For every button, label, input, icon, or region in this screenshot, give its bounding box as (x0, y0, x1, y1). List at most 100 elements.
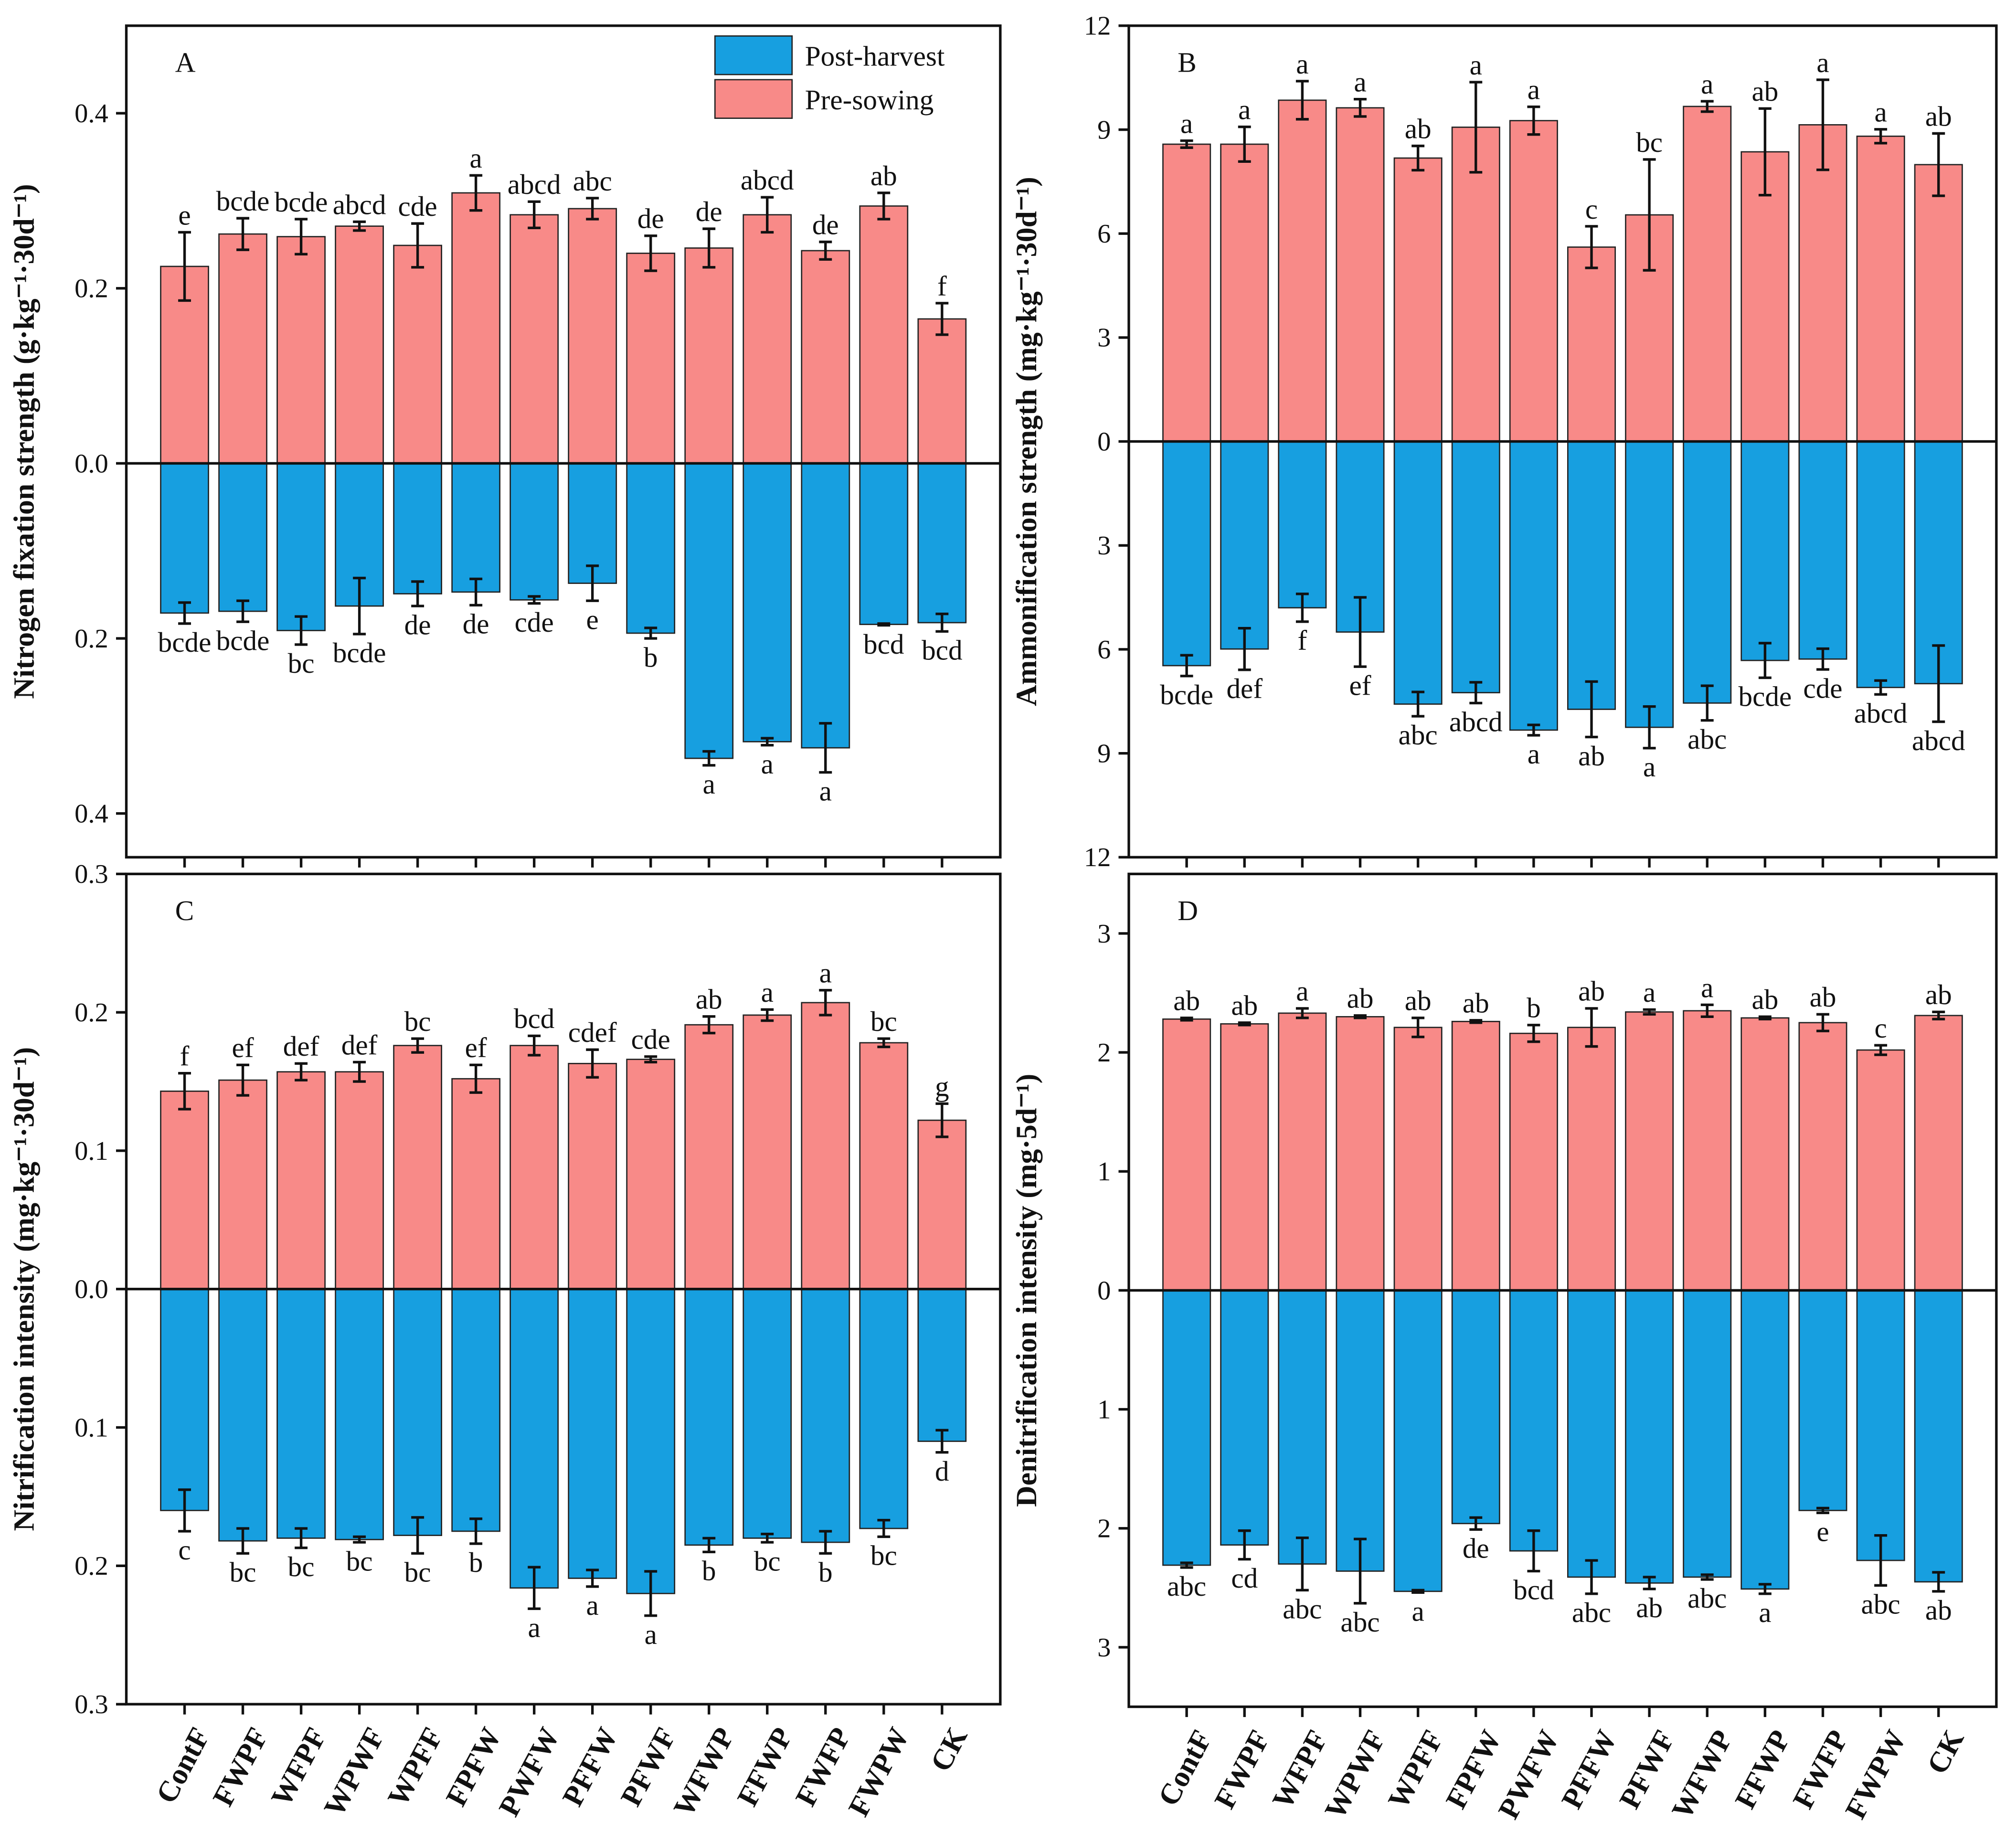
significance-letter: bcde (333, 637, 386, 668)
y-tick-label: 0.0 (74, 1275, 108, 1304)
bar (393, 1288, 443, 1536)
error-bar (1643, 1008, 1656, 1016)
error-bar (1411, 690, 1425, 718)
significance-letter: ab (1405, 985, 1432, 1017)
significance-letter: a (1701, 972, 1713, 1003)
error-bar (819, 989, 832, 1017)
y-tick-label: 0.2 (74, 1551, 108, 1581)
error-bar (1643, 1576, 1656, 1590)
legend-swatch (714, 79, 793, 119)
significance-letter: ab (1925, 1594, 1952, 1626)
bar (276, 236, 326, 464)
error-bar (1527, 105, 1540, 136)
bar (1162, 1290, 1211, 1566)
significance-letter: bcde (1739, 681, 1792, 712)
significance-letter: bcde (275, 186, 328, 218)
error-bar (1295, 1007, 1309, 1019)
bar (1393, 157, 1443, 442)
error-bar (1816, 78, 1829, 171)
error-bar (1932, 1010, 1945, 1021)
error-bar (178, 231, 191, 302)
x-tick-label: PFFW (556, 1722, 624, 1812)
significance-letter: a (528, 1611, 541, 1643)
significance-letter: f (1298, 625, 1307, 656)
error-bar (644, 234, 658, 272)
significance-letter: bcd (514, 1003, 554, 1034)
bar (276, 463, 326, 631)
error-bar (1643, 705, 1656, 750)
error-bar (1758, 1015, 1772, 1021)
error-bar (935, 1429, 949, 1454)
bar (801, 463, 850, 749)
bar (1856, 441, 1905, 689)
error-bar (819, 240, 832, 261)
bar (1220, 143, 1269, 442)
error-bar (236, 1063, 250, 1097)
significance-letter: ab (1925, 100, 1952, 132)
x-tick-label: PFFW (1555, 1725, 1623, 1814)
significance-letter: ab (870, 160, 897, 191)
error-bar (1354, 596, 1367, 668)
y-tick-label: 0.1 (74, 1413, 108, 1442)
error-bar (761, 1008, 774, 1022)
y-tick-label: 1 (1097, 1395, 1111, 1424)
error-bar (353, 1060, 366, 1083)
error-bar (353, 576, 366, 636)
significance-letter: e (178, 199, 191, 231)
bar (1798, 1022, 1847, 1291)
significance-letter: a (1411, 1596, 1424, 1627)
error-bar (295, 1527, 308, 1549)
y-axis-title: Ammonification strength (mg·kg⁻¹·30d⁻¹) (1010, 177, 1043, 706)
bar (568, 208, 617, 464)
y-tick-label: 6 (1097, 635, 1111, 665)
panel-label: B (1178, 47, 1196, 78)
significance-letter: abc (1687, 1582, 1727, 1614)
bar (568, 1063, 617, 1290)
bar (160, 463, 209, 614)
y-axis-title: Nitrogen fixation strength (g·kg⁻¹·30d⁻¹… (8, 184, 41, 699)
y-axis-title: Nitrification intensity (mg·kg⁻¹·30d⁻¹) (8, 1047, 41, 1531)
significance-letter: abc (1687, 723, 1727, 755)
error-bar (1354, 97, 1367, 118)
significance-letter: de (812, 209, 839, 240)
error-bar (469, 1517, 483, 1545)
bar (743, 1288, 792, 1539)
error-bar (411, 1037, 424, 1054)
bar (568, 1288, 617, 1579)
significance-letter: e (1816, 1516, 1829, 1548)
bar (509, 214, 559, 464)
error-bar (1295, 1537, 1309, 1592)
error-bar (1411, 1589, 1425, 1594)
error-bar (1700, 684, 1714, 722)
significance-letter: a (1643, 976, 1655, 1008)
bar (393, 463, 443, 594)
bar (1567, 1290, 1616, 1578)
error-bar (1180, 1017, 1193, 1022)
significance-letter: ab (1231, 990, 1258, 1021)
error-bar (1932, 132, 1945, 197)
bar (684, 1288, 734, 1546)
error-bar (1758, 642, 1772, 679)
significance-letter: b (469, 1547, 483, 1578)
error-bar (295, 615, 308, 646)
error-bar (1585, 1559, 1598, 1595)
bar (917, 463, 967, 624)
error-bar (411, 1516, 424, 1555)
error-bar (1238, 126, 1251, 163)
error-bar (1816, 1013, 1829, 1032)
error-bar (1585, 680, 1598, 739)
significance-letter: f (180, 1040, 190, 1071)
bar (917, 318, 967, 464)
legend-swatch (714, 35, 793, 75)
error-bar (1527, 723, 1540, 737)
bar (451, 192, 501, 464)
error-bar (1238, 1529, 1251, 1561)
significance-letter: ab (1173, 985, 1200, 1017)
error-bar (353, 220, 366, 232)
bar (1798, 441, 1847, 660)
x-tick-label: WPFF (382, 1722, 449, 1812)
significance-letter: a (1238, 94, 1251, 126)
bar (917, 1119, 967, 1290)
error-bar (702, 227, 716, 269)
y-tick-label: 3 (1097, 531, 1111, 561)
